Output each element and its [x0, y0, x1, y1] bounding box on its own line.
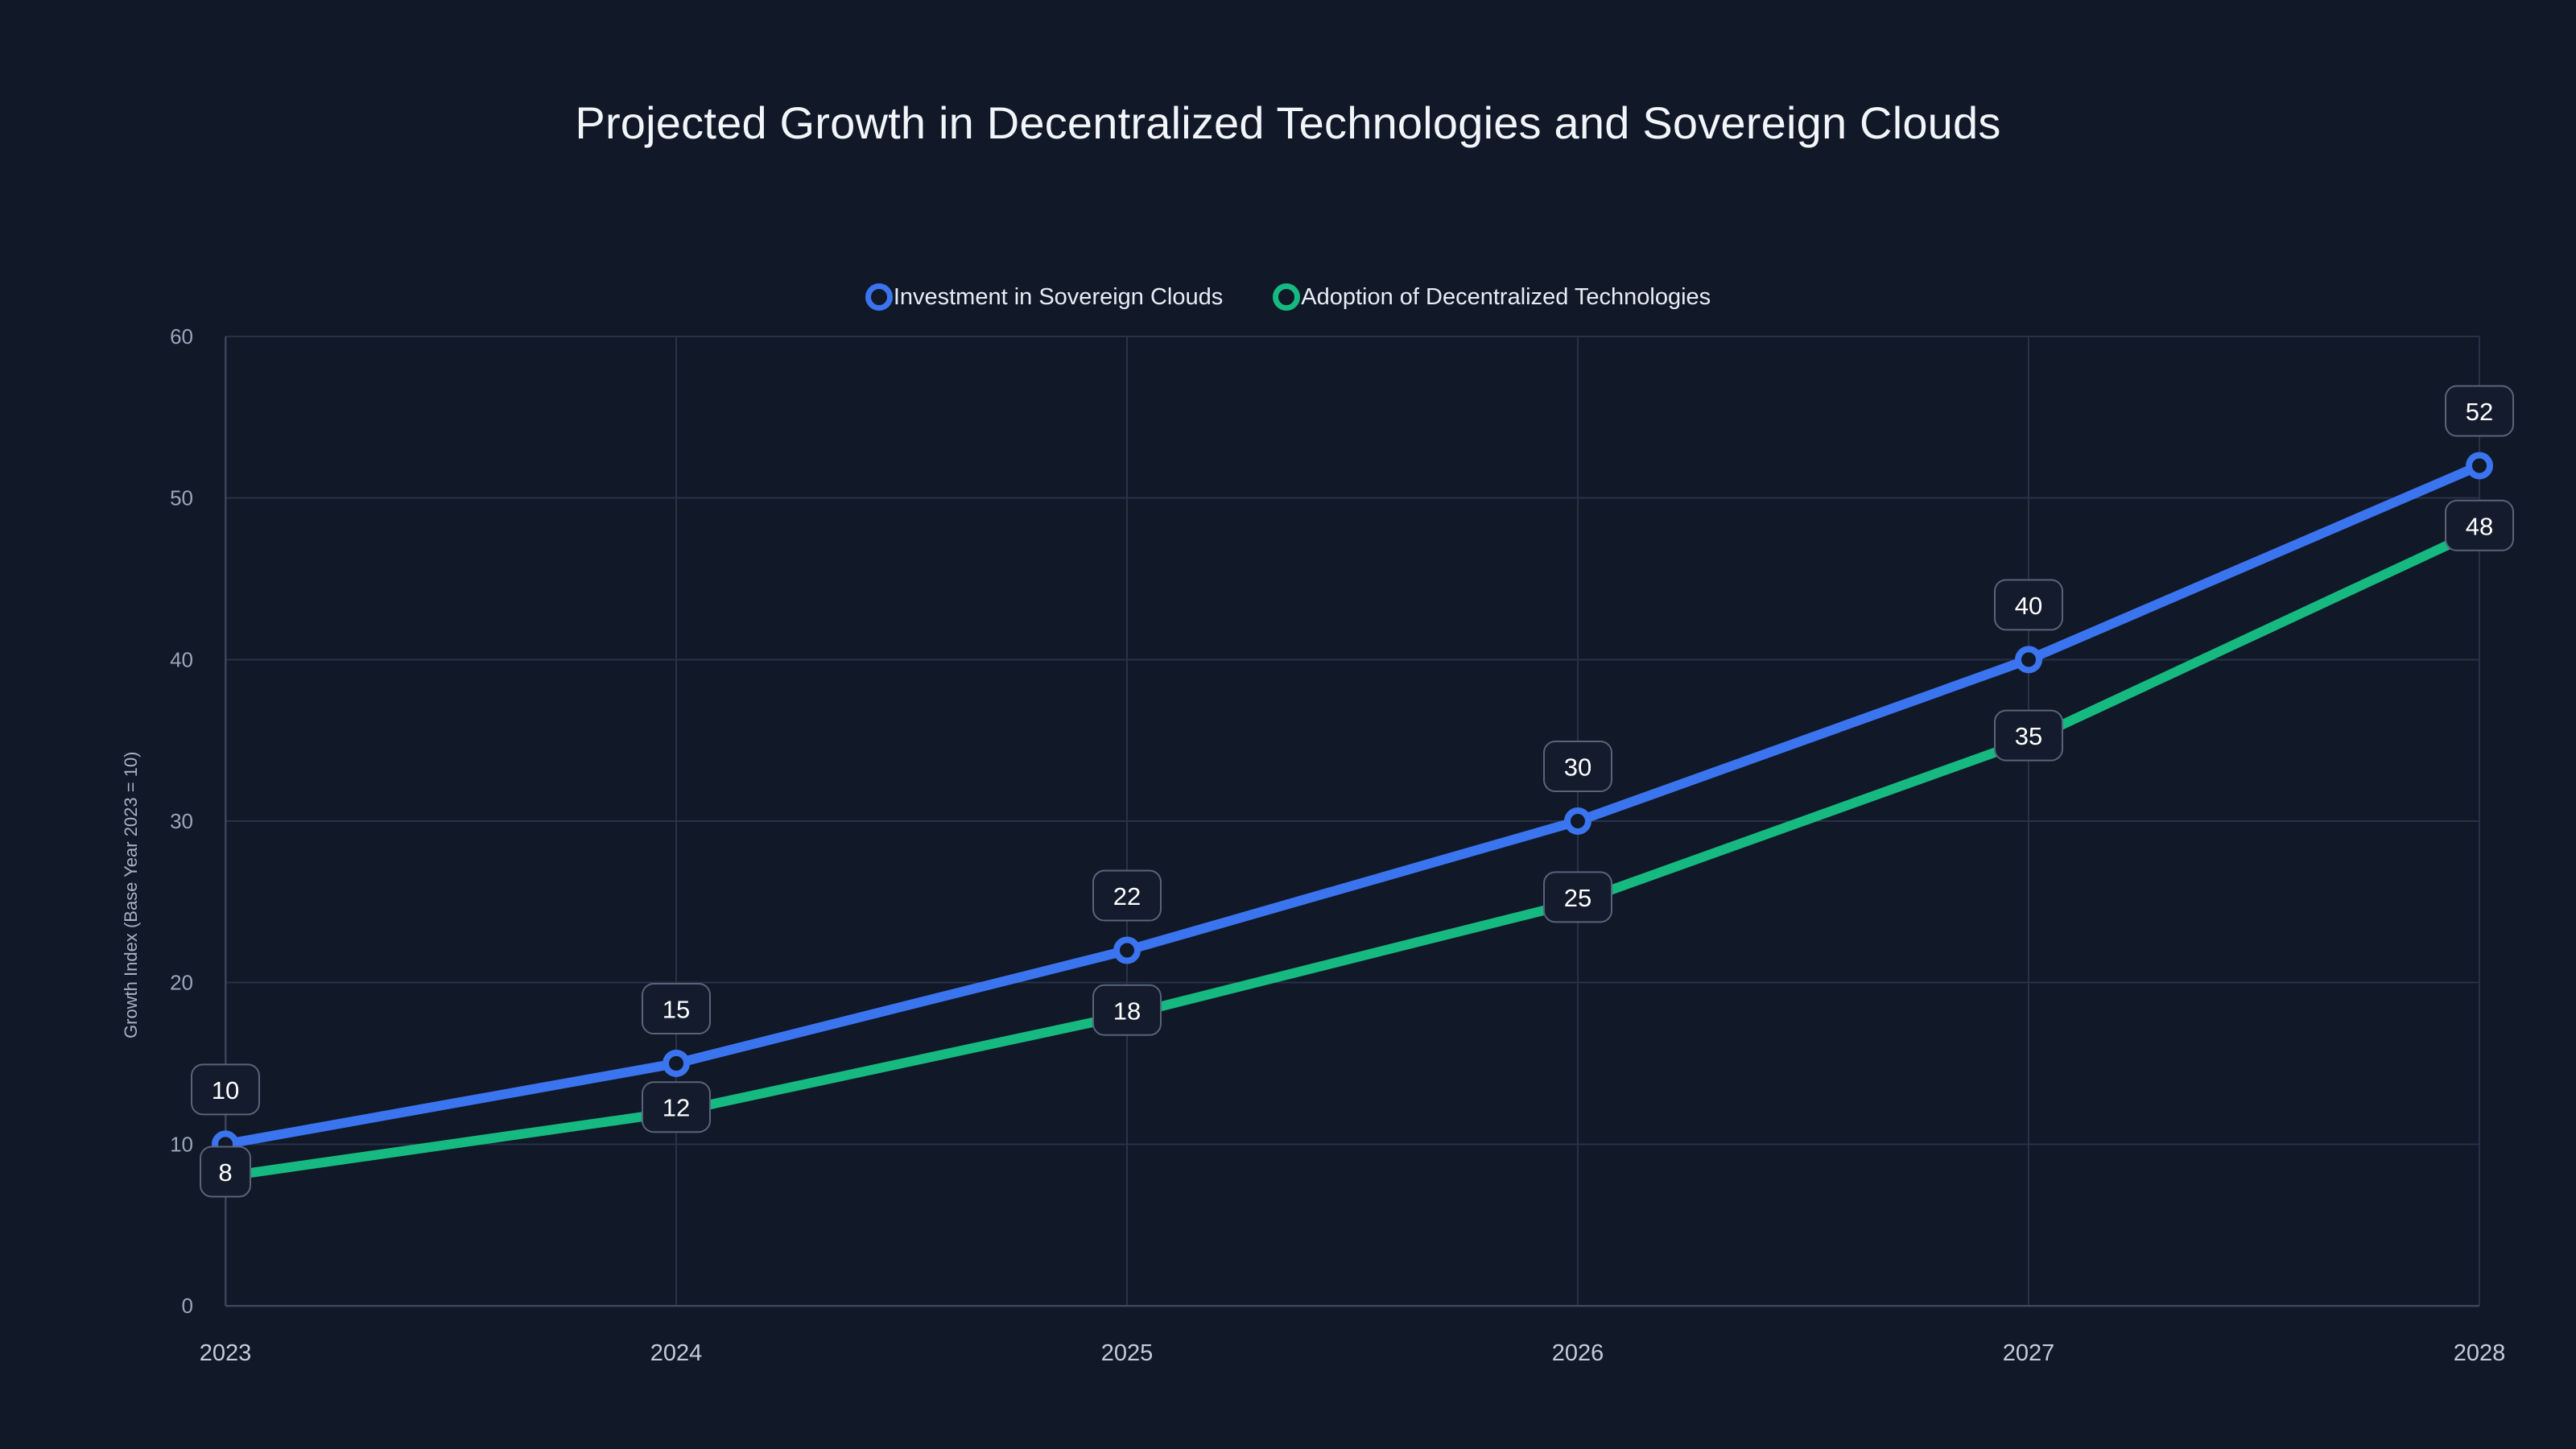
data-label-text: 12 [663, 1094, 690, 1122]
y-tick-labels-group: 0 10 20 30 40 50 60 [170, 324, 193, 1318]
y-tick-label: 50 [170, 486, 193, 510]
x-tick-label: 2026 [1552, 1340, 1604, 1366]
y-tick-label: 40 [170, 647, 193, 671]
data-label-box [1994, 579, 2063, 631]
y-tick-label: 0 [182, 1294, 193, 1318]
y-tick-label: 10 [170, 1132, 193, 1156]
data-label-text: 40 [2015, 592, 2042, 620]
data-label-text: 22 [1113, 882, 1141, 910]
y-tick-label: 30 [170, 809, 193, 833]
data-label-text: 48 [2466, 512, 2493, 540]
data-point-marker[interactable] [2466, 452, 2493, 480]
data-label-box [200, 1146, 251, 1198]
series-line-1 [221, 460, 2484, 1150]
data-point-marker[interactable] [1113, 936, 1141, 964]
chart-title: Projected Growth in Decentralized Techno… [575, 97, 2001, 148]
chart-legend: Investment in Sovereign Clouds Adoption … [0, 283, 2576, 311]
data-label-box [2445, 499, 2514, 551]
data-point-marker[interactable] [1564, 807, 1591, 835]
data-label-box [1543, 741, 1612, 792]
data-label: 35 [1994, 709, 2063, 762]
data-label: 18 [1092, 984, 1162, 1036]
data-label: 30 [1543, 741, 1612, 792]
data-point-marker[interactable] [2015, 646, 2042, 674]
data-label: 8 [200, 1146, 251, 1198]
x-tick-labels-group: 2023 2024 2025 2026 2027 2028 [200, 1340, 2506, 1366]
data-labels-group: 10 8 15 12 22 18 30 25 40 35 52 48 [191, 385, 2514, 1198]
data-label: 52 [2445, 385, 2514, 437]
series-line-2 [221, 525, 2484, 1182]
data-label-text: 52 [2466, 398, 2493, 426]
data-label-box [1092, 984, 1162, 1036]
data-label-text: 15 [663, 996, 690, 1024]
data-label: 12 [642, 1081, 711, 1133]
y-tick-label: 60 [170, 324, 193, 349]
legend-item-adoption-of-decentralized-technologies[interactable]: Adoption of Decentralized Technologies [1273, 283, 1711, 311]
data-label-box [642, 1081, 711, 1133]
data-label-box [1092, 869, 1162, 922]
ring-marker-blue-icon [865, 283, 893, 311]
series-lines-group [221, 460, 2484, 1182]
x-tick-label: 2024 [650, 1340, 703, 1366]
legend-label-series-2: Adoption of Decentralized Technologies [1301, 283, 1711, 310]
data-label: 15 [642, 983, 711, 1034]
y-tick-label: 20 [170, 971, 193, 995]
legend-item-investment-in-sovereign-clouds[interactable]: Investment in Sovereign Clouds [865, 283, 1223, 311]
x-tick-label: 2028 [2454, 1340, 2506, 1366]
data-label-box [2445, 385, 2514, 437]
data-label-box [1543, 871, 1612, 923]
legend-label-series-1: Investment in Sovereign Clouds [893, 283, 1224, 310]
data-label-text: 8 [218, 1158, 232, 1187]
x-tick-label: 2025 [1101, 1340, 1154, 1366]
data-point-marker[interactable] [663, 1050, 690, 1077]
data-label-box [1994, 709, 2063, 762]
data-label: 25 [1543, 871, 1612, 923]
data-label-box [642, 983, 711, 1034]
ring-marker-green-icon [1273, 283, 1301, 311]
gridlines-group [225, 336, 2480, 1306]
data-label-text: 35 [2015, 722, 2042, 750]
data-label-text: 18 [1113, 997, 1141, 1025]
data-label-text: 25 [1564, 884, 1591, 912]
data-label: 22 [1092, 869, 1162, 922]
data-label: 10 [191, 1063, 260, 1116]
data-label-text: 30 [1564, 753, 1591, 782]
x-tick-label: 2027 [2003, 1340, 2055, 1366]
data-label: 40 [1994, 579, 2063, 631]
data-label-text: 10 [212, 1076, 239, 1104]
data-label: 48 [2445, 499, 2514, 551]
x-tick-label: 2023 [200, 1340, 252, 1366]
data-label-box [191, 1063, 260, 1116]
